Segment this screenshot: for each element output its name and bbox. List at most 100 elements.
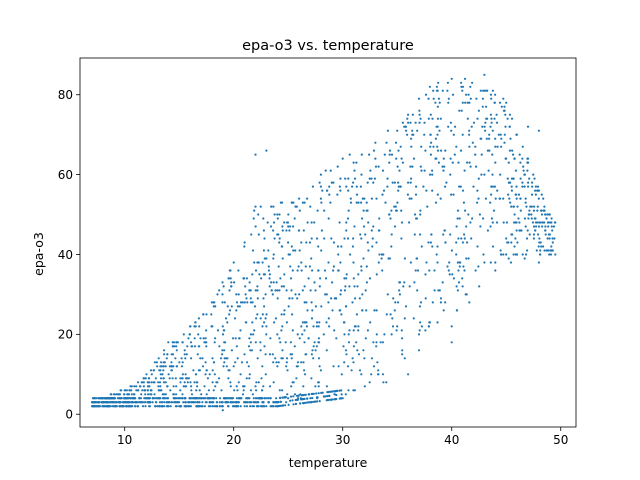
data-point [245, 397, 248, 400]
data-point [194, 401, 197, 404]
outlier-point [516, 253, 519, 256]
data-point [243, 245, 246, 248]
data-point [178, 361, 181, 364]
data-point [523, 257, 526, 260]
data-point [345, 353, 348, 356]
data-point [112, 405, 115, 408]
data-point [533, 177, 536, 180]
data-point [262, 401, 265, 404]
data-point [243, 385, 246, 388]
data-point [122, 405, 125, 408]
data-point [212, 389, 215, 392]
data-point [460, 85, 463, 88]
data-point [198, 369, 201, 372]
data-point [525, 253, 528, 256]
data-point [388, 149, 392, 152]
data-point [262, 273, 265, 276]
data-point [528, 209, 531, 212]
data-point [409, 261, 412, 264]
data-point [468, 161, 471, 164]
data-point [369, 169, 372, 172]
data-point [225, 365, 228, 368]
data-point [427, 97, 430, 100]
data-point [187, 405, 190, 408]
data-point [542, 197, 545, 200]
data-point [229, 385, 232, 388]
data-point [410, 197, 413, 200]
data-point [233, 317, 237, 320]
data-point [256, 289, 259, 292]
data-point [159, 373, 162, 376]
data-point [545, 217, 548, 220]
data-point [338, 309, 341, 312]
data-point [161, 401, 164, 404]
data-point [269, 337, 272, 340]
data-point [355, 193, 359, 196]
data-point [461, 277, 464, 280]
data-point [507, 193, 510, 196]
data-point [235, 309, 238, 312]
y-tick-label: 40 [58, 248, 73, 262]
data-point [372, 149, 376, 152]
data-point [517, 217, 520, 220]
data-point [175, 349, 178, 352]
data-point [181, 361, 184, 364]
data-point [249, 401, 252, 404]
data-point [125, 401, 128, 404]
data-point [227, 277, 230, 280]
chart-title: epa-o3 vs. temperature [242, 38, 414, 54]
data-point [164, 365, 167, 368]
data-point [503, 141, 506, 144]
data-point [227, 397, 230, 400]
data-point [261, 261, 264, 264]
data-point [451, 273, 454, 276]
data-point [485, 105, 488, 108]
data-point [108, 405, 111, 408]
data-point [426, 205, 429, 208]
data-point [361, 197, 364, 200]
data-point [108, 397, 111, 400]
data-point [90, 405, 94, 408]
data-point [265, 333, 268, 336]
outlier-point [450, 341, 453, 344]
data-point [353, 325, 356, 328]
data-point [388, 257, 391, 260]
data-point [315, 325, 318, 328]
data-point [539, 249, 542, 252]
data-point [154, 405, 157, 408]
data-point [463, 77, 467, 80]
data-point [236, 357, 239, 360]
data-point [144, 405, 147, 408]
data-point [281, 389, 284, 392]
data-point [179, 397, 182, 400]
data-point [254, 205, 257, 208]
data-point [436, 149, 440, 152]
data-point [184, 401, 187, 404]
data-point [123, 397, 126, 400]
data-point [249, 405, 252, 408]
data-point [446, 81, 449, 84]
data-point [353, 177, 357, 180]
data-point [373, 177, 376, 180]
data-point [461, 241, 464, 244]
data-point [126, 393, 129, 396]
data-point [381, 373, 385, 376]
data-point [218, 289, 221, 292]
data-point [239, 373, 242, 376]
data-point [417, 333, 421, 336]
data-point [211, 369, 214, 372]
data-point [352, 329, 355, 332]
data-point [330, 237, 333, 240]
data-point [514, 169, 518, 172]
data-point [344, 393, 347, 396]
data-point [409, 181, 412, 184]
data-point [518, 221, 521, 224]
data-point [260, 377, 263, 380]
data-point [416, 269, 420, 272]
data-point [419, 321, 422, 324]
data-point [489, 261, 492, 264]
data-point [340, 393, 343, 396]
data-point [247, 345, 251, 348]
data-point [332, 241, 336, 244]
